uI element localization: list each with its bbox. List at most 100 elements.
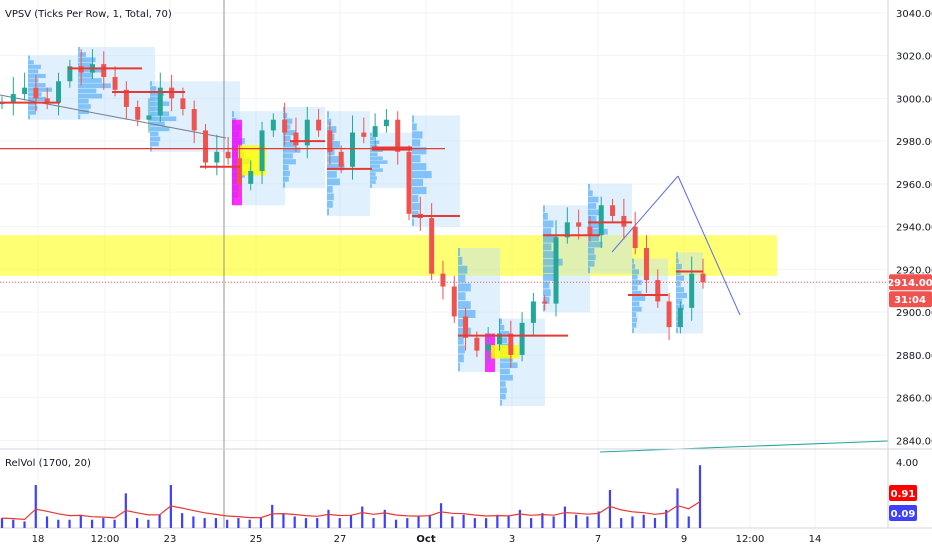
profile-row <box>458 274 466 283</box>
profile-row <box>458 265 468 274</box>
profile-row <box>632 290 642 296</box>
profile-row <box>283 159 296 165</box>
profile-row <box>283 164 289 171</box>
candle-body <box>406 151 412 214</box>
profile-row <box>412 178 424 187</box>
candle-body <box>44 98 50 103</box>
candle-body <box>576 222 582 227</box>
poc-lines <box>0 67 703 337</box>
price-tick-label: 3040.00 <box>896 9 932 20</box>
profile-row <box>327 208 329 216</box>
profile-row <box>412 194 419 203</box>
profile-row <box>632 306 642 312</box>
profile-row <box>150 106 162 111</box>
profile-row <box>370 180 376 184</box>
time-tick-label: 7 <box>595 534 601 545</box>
candle-body <box>677 307 683 328</box>
candle-body <box>191 109 197 131</box>
price-candles <box>0 49 706 368</box>
profile-row <box>412 202 420 210</box>
price-axis[interactable]: 3040.00 3020.00 3000.00 2980.00 2960.00 2940.… <box>896 9 932 448</box>
profile-row <box>543 281 550 289</box>
profile-row <box>543 212 548 220</box>
candle-body <box>101 64 107 77</box>
profile-row <box>412 155 421 163</box>
profile-row <box>283 182 285 188</box>
profile-row <box>28 60 34 65</box>
profile-row <box>588 235 600 241</box>
time-tick-label: 27 <box>334 534 347 545</box>
profile-row <box>412 131 423 139</box>
profile-row <box>632 312 637 317</box>
candle-body <box>22 87 28 95</box>
profile-row <box>458 336 464 345</box>
volume-axis[interactable]: 4.00 <box>896 458 918 469</box>
profile-row <box>78 104 91 109</box>
profile-row <box>150 96 162 101</box>
profile-row <box>458 256 463 265</box>
profile-row <box>588 222 603 229</box>
candle-body <box>33 87 39 99</box>
time-tick-label: 12:00 <box>91 534 120 545</box>
time-tick-label: Oct <box>416 534 435 545</box>
profile-row <box>632 296 646 301</box>
profile-row <box>28 110 36 115</box>
profile-row <box>28 55 30 60</box>
profile-row <box>370 136 375 141</box>
candle-body <box>542 301 548 304</box>
profile-row <box>370 176 377 180</box>
profile-row <box>676 287 684 293</box>
profile-row <box>327 118 332 126</box>
profile-row <box>150 126 170 132</box>
profile-row <box>78 47 80 52</box>
time-axis[interactable]: 18 12:00 23 25 27 Oct 3 7 9 12:00 14 <box>32 534 822 545</box>
profile-row <box>543 228 552 236</box>
profile-row <box>283 170 290 176</box>
profile-row <box>78 98 89 104</box>
profile-row <box>632 285 638 291</box>
profile-row <box>676 327 678 333</box>
profile-row <box>458 292 466 301</box>
profile-row <box>500 399 502 406</box>
profile-row <box>283 147 301 153</box>
profile-row <box>458 283 471 292</box>
profile-row <box>28 83 46 88</box>
profile-row <box>370 164 380 168</box>
profile-row <box>588 203 597 209</box>
last-price-label: 2914.00 <box>887 278 932 289</box>
profile-row <box>543 304 545 312</box>
profile-row <box>370 168 383 172</box>
profile-row <box>150 136 161 142</box>
price-legend[interactable]: VPSV (Ticks Per Row, 1, Total, 70) <box>5 9 172 20</box>
profile-row <box>412 115 414 123</box>
candle-body <box>451 286 457 317</box>
profile-row <box>150 91 165 96</box>
profile-row <box>632 317 638 323</box>
profile-row <box>78 57 96 63</box>
volume-legend[interactable]: RelVol (1700, 20) <box>5 458 91 469</box>
profile-row <box>543 205 545 213</box>
profile-row <box>327 186 333 193</box>
trendline-bottom <box>599 440 889 453</box>
profile-row <box>543 220 554 228</box>
candle-body <box>350 132 355 167</box>
profile-row <box>28 78 39 83</box>
profile-row <box>500 368 510 375</box>
price-tick-label: 2920.00 <box>896 265 932 276</box>
candle-body <box>383 119 389 127</box>
candle-body <box>56 81 62 103</box>
profile-row <box>500 393 506 400</box>
profile-row <box>283 135 291 142</box>
profile-row <box>412 186 427 195</box>
price-tick-label: 2940.00 <box>896 223 932 234</box>
candle-body <box>225 151 231 159</box>
countdown-badge: 31:04 <box>889 291 932 308</box>
profile-row <box>150 121 165 127</box>
profile-value-area <box>485 333 495 373</box>
profile-row <box>588 196 599 203</box>
profile-row <box>543 266 555 274</box>
profile-row <box>412 171 432 179</box>
time-tick-label: 23 <box>164 534 177 545</box>
profile-row <box>632 269 640 275</box>
